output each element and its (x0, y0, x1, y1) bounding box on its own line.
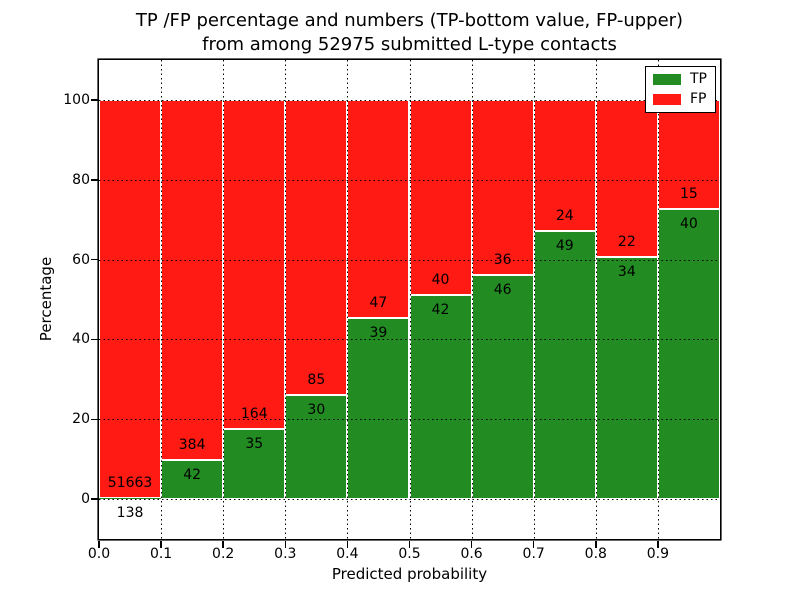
x-tick-label: 0.2 (212, 546, 235, 562)
fp-count-label: 22 (617, 233, 636, 250)
y-tick-label: 0 (81, 491, 90, 508)
tp-count-label: 30 (307, 401, 326, 418)
legend-entry-tp: TP (653, 72, 707, 87)
x-tick-label: 0.7 (522, 546, 545, 562)
bar-segment-tp (347, 318, 410, 500)
gridline-vertical (595, 60, 597, 539)
gridline-horizontal (99, 179, 720, 181)
fp-count-label: 40 (431, 271, 450, 288)
legend-label-tp: TP (690, 71, 707, 87)
gridline-vertical (471, 60, 473, 539)
gridline-horizontal (99, 339, 720, 341)
legend-label-fp: FP (690, 91, 707, 107)
bar-segment-tp (471, 275, 534, 500)
fp-count-label: 47 (369, 295, 388, 312)
tp-count-label: 35 (245, 435, 264, 452)
gridline-vertical (161, 60, 163, 539)
fp-count-label: 24 (555, 208, 574, 225)
gridline-horizontal (99, 99, 720, 101)
chart-title-line1: TP /FP percentage and numbers (TP-bottom… (135, 10, 684, 31)
y-tick-mark (90, 258, 98, 261)
x-tick-mark (98, 540, 100, 548)
bar-segment-tp (161, 459, 224, 500)
y-tick-label: 100 (63, 91, 90, 108)
gridline-vertical (409, 60, 411, 539)
bar-segment-fp (533, 99, 596, 232)
bar-segment-tp (657, 208, 720, 500)
plot-area: 51663 138 384 42 164 35 85 30 47 39 40 42 36 46 24 49 22… (99, 60, 720, 539)
tp-count-label: 42 (431, 301, 450, 318)
x-tick-label: 0.1 (149, 546, 173, 562)
bar-segment-fp (285, 99, 348, 395)
gridline-horizontal (99, 259, 720, 261)
tp-count-label: 46 (493, 282, 512, 299)
fp-color-swatch (653, 94, 681, 105)
y-axis-label: Percentage (37, 256, 55, 342)
x-tick-label: 0.3 (274, 546, 297, 562)
x-tick-mark (532, 540, 535, 548)
x-tick-mark (657, 540, 659, 548)
bar-segment-fp (99, 99, 162, 498)
tp-count-label: 138 (116, 505, 144, 522)
x-tick-label: 0.6 (460, 546, 483, 562)
gridline-vertical (657, 60, 659, 539)
bar-segment-fp (161, 99, 224, 460)
x-tick-label: 0.8 (584, 546, 607, 562)
y-tick-mark (90, 179, 98, 181)
x-tick-mark (470, 540, 473, 548)
x-tick-label: 0.9 (646, 546, 670, 562)
gridline-horizontal (99, 499, 720, 501)
chart-title-line2: from among 52975 submitted L-type contac… (202, 34, 617, 55)
x-tick-label: 0.5 (398, 546, 421, 562)
bar-segment-fp (657, 99, 720, 209)
x-tick-mark (595, 540, 597, 548)
x-tick-mark (160, 540, 162, 548)
x-tick-mark (284, 540, 287, 548)
gridline-vertical (533, 60, 535, 539)
bar-segment-tp (595, 256, 658, 500)
y-tick-mark (90, 498, 98, 500)
gridline-horizontal (99, 419, 720, 421)
tp-color-swatch (653, 74, 681, 85)
bar-segment-tp (533, 231, 596, 500)
bar-segment-tp (409, 294, 472, 500)
legend-entry-fp: FP (653, 92, 707, 107)
x-tick-mark (408, 540, 411, 548)
y-tick-mark (90, 418, 98, 420)
x-tick-label: 0.4 (336, 546, 359, 562)
x-tick-mark (222, 540, 224, 548)
chart-title: TP /FP percentage and numbers (TP-bottom… (99, 9, 720, 57)
y-tick-label: 20 (72, 411, 90, 428)
bar-segment-fp (471, 99, 534, 276)
tp-count-label: 40 (680, 215, 698, 232)
y-tick-mark (90, 99, 98, 101)
fp-count-label: 36 (493, 252, 512, 269)
fp-count-label: 15 (680, 185, 698, 202)
gridline-vertical (347, 60, 349, 539)
fp-count-label: 85 (307, 371, 326, 388)
tp-count-label: 49 (555, 238, 574, 255)
bar-segment-tp (99, 498, 162, 500)
legend-box: TP FP (645, 66, 716, 113)
x-tick-label: 0.0 (87, 546, 111, 562)
y-tick-label: 80 (72, 171, 90, 188)
gridline-vertical (223, 60, 225, 539)
fp-count-label: 164 (240, 405, 268, 422)
y-tick-label: 40 (72, 331, 90, 348)
y-tick-label: 60 (72, 251, 90, 268)
tp-count-label: 42 (183, 466, 202, 483)
y-tick-mark (90, 338, 98, 341)
tp-count-label: 39 (369, 325, 388, 342)
tp-count-label: 34 (617, 263, 636, 280)
x-axis-label: Predicted probability (331, 565, 488, 583)
x-tick-mark (346, 540, 349, 548)
fp-count-label: 384 (178, 436, 206, 453)
fp-count-label: 51663 (107, 475, 153, 492)
gridline-vertical (285, 60, 287, 539)
